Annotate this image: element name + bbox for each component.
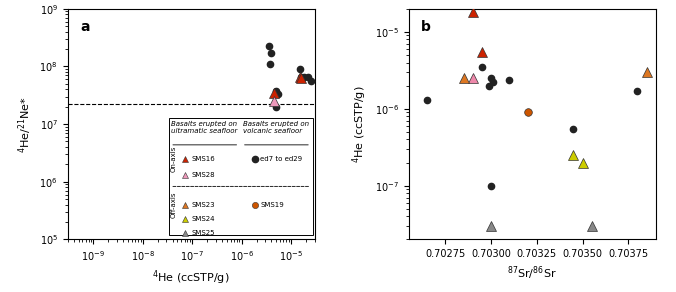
Bar: [169, 118, 314, 235]
Text: ed7 to ed29: ed7 to ed29: [260, 156, 302, 162]
Text: Basalts erupted on
volcanic seafloor: Basalts erupted on volcanic seafloor: [243, 121, 309, 134]
Text: a: a: [80, 20, 89, 34]
X-axis label: $^{87}$Sr/$^{86}$Sr: $^{87}$Sr/$^{86}$Sr: [507, 265, 557, 282]
Text: SMS23: SMS23: [191, 202, 215, 208]
Text: SMS16: SMS16: [191, 156, 215, 162]
Text: Basalts erupted on
ultramatic seafloor: Basalts erupted on ultramatic seafloor: [172, 121, 238, 134]
Text: SMS25: SMS25: [191, 230, 215, 236]
X-axis label: $^4$He (ccSTP/g): $^4$He (ccSTP/g): [152, 269, 230, 287]
Text: SMS24: SMS24: [191, 216, 215, 222]
Text: SMS28: SMS28: [191, 172, 215, 178]
Text: Off-axis: Off-axis: [170, 192, 176, 218]
Text: SMS19: SMS19: [260, 202, 284, 208]
Y-axis label: $^4$He (ccSTP/g): $^4$He (ccSTP/g): [351, 85, 369, 163]
Text: b: b: [421, 20, 431, 34]
Text: On-axis: On-axis: [170, 145, 176, 172]
Y-axis label: $^4$He/$^{21}$Ne*: $^4$He/$^{21}$Ne*: [16, 95, 34, 153]
